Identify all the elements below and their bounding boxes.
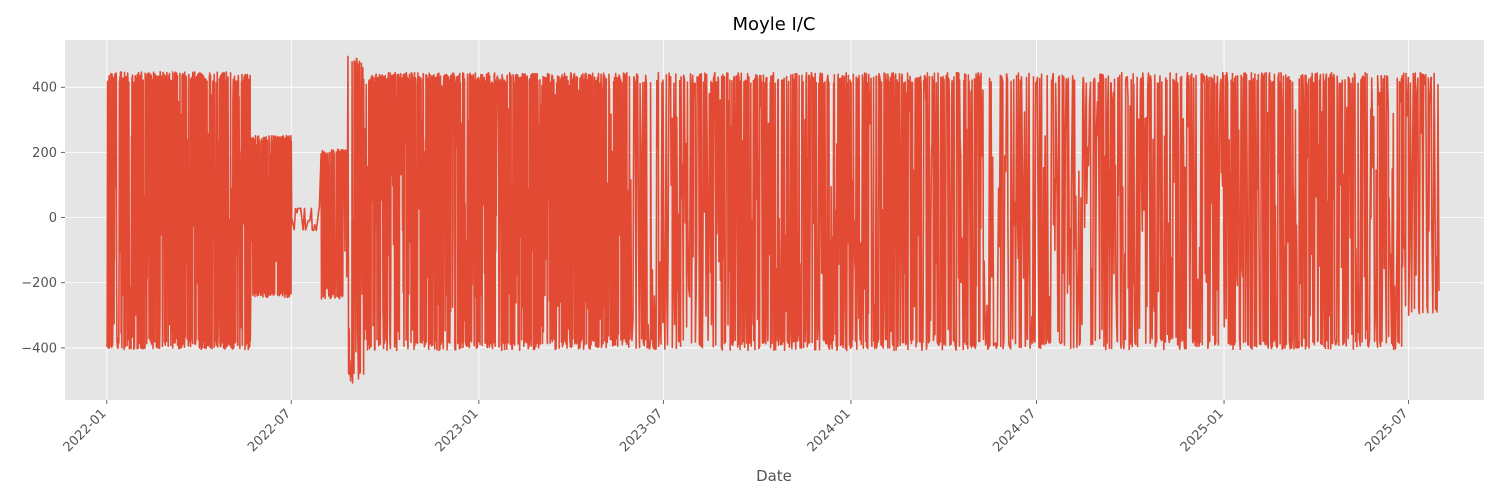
x-axis-label: Date [756, 467, 792, 485]
chart-title: Moyle I/C [733, 14, 816, 35]
y-axis-ticks: −400 −200 0 200 400 [21, 81, 65, 356]
y-tick-label: 200 [32, 146, 57, 161]
y-tick-label: 0 [49, 211, 57, 226]
y-tick-label: 400 [32, 81, 57, 96]
y-tick-label: −200 [21, 276, 57, 291]
series-line [106, 55, 1440, 384]
series-path [106, 55, 1440, 384]
y-tick-label: −400 [21, 341, 57, 356]
